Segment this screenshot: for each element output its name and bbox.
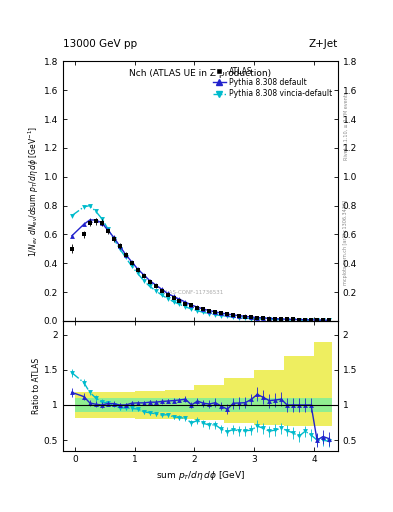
#00bbcc xyxy=(309,317,314,324)
#2222cc xyxy=(94,217,98,223)
#2222cc xyxy=(309,317,314,323)
#2222cc xyxy=(231,312,236,318)
#00bbcc xyxy=(189,306,194,312)
#2222cc xyxy=(118,243,122,249)
#2222cc xyxy=(291,316,296,323)
#2222cc xyxy=(213,309,218,315)
#00bbcc xyxy=(249,315,253,322)
#00bbcc xyxy=(231,314,236,320)
#2222cc xyxy=(225,311,230,317)
#2222cc xyxy=(255,314,260,321)
#00bbcc xyxy=(165,295,170,302)
#2222cc xyxy=(159,286,164,292)
#2222cc xyxy=(303,316,307,323)
#00bbcc xyxy=(171,298,176,305)
#00bbcc xyxy=(297,317,301,323)
#2222cc xyxy=(207,308,212,314)
#00bbcc xyxy=(87,202,92,208)
#2222cc xyxy=(135,266,140,272)
#00bbcc xyxy=(153,288,158,294)
#00bbcc xyxy=(195,308,200,314)
#2222cc xyxy=(81,221,86,227)
Text: Z+Jet: Z+Jet xyxy=(309,38,338,49)
Text: ATLAS-CONF-11736531: ATLAS-CONF-11736531 xyxy=(160,290,224,295)
#2222cc xyxy=(267,315,272,322)
#00bbcc xyxy=(70,212,74,219)
#00bbcc xyxy=(225,313,230,319)
#2222cc xyxy=(273,315,277,322)
#00bbcc xyxy=(243,315,248,321)
#2222cc xyxy=(105,227,110,233)
#2222cc xyxy=(237,313,242,319)
#00bbcc xyxy=(141,278,146,284)
#00bbcc xyxy=(267,316,272,323)
#00bbcc xyxy=(279,316,283,323)
#2222cc xyxy=(87,217,92,223)
#2222cc xyxy=(99,220,104,226)
#2222cc xyxy=(129,259,134,265)
#00bbcc xyxy=(99,216,104,222)
#00bbcc xyxy=(183,304,188,310)
#2222cc xyxy=(123,251,128,258)
Line: #2222cc: #2222cc xyxy=(70,218,331,323)
#00bbcc xyxy=(81,204,86,210)
#00bbcc xyxy=(285,317,290,323)
Text: Rivet 3.1.10, ≥ 2.7M events: Rivet 3.1.10, ≥ 2.7M events xyxy=(343,92,349,160)
#00bbcc xyxy=(177,301,182,307)
Y-axis label: Ratio to ATLAS: Ratio to ATLAS xyxy=(32,358,41,414)
#2222cc xyxy=(165,290,170,296)
#2222cc xyxy=(183,299,188,305)
#00bbcc xyxy=(303,317,307,323)
#00bbcc xyxy=(207,311,212,317)
Y-axis label: $1/N_{ev}$ $dN_{ev}/d$sum $p_T/d\eta\,d\phi$ $[\mathrm{GeV}^{-1}]$: $1/N_{ev}$ $dN_{ev}/d$sum $p_T/d\eta\,d\… xyxy=(26,125,41,257)
#00bbcc xyxy=(291,317,296,323)
#00bbcc xyxy=(213,312,218,318)
#00bbcc xyxy=(273,316,277,323)
#2222cc xyxy=(201,306,206,312)
#2222cc xyxy=(219,310,224,316)
#2222cc xyxy=(189,302,194,308)
#00bbcc xyxy=(111,236,116,242)
#00bbcc xyxy=(261,316,266,322)
Text: mcplots.cern.ch [arXiv:1306.3436]: mcplots.cern.ch [arXiv:1306.3436] xyxy=(343,201,349,286)
#2222cc xyxy=(315,317,320,323)
#2222cc xyxy=(243,313,248,319)
#2222cc xyxy=(147,278,152,284)
#2222cc xyxy=(141,272,146,278)
#2222cc xyxy=(153,282,158,288)
#00bbcc xyxy=(327,317,331,324)
#2222cc xyxy=(195,304,200,310)
Legend: ATLAS, Pythia 8.308 default, Pythia 8.308 vincia-default: ATLAS, Pythia 8.308 default, Pythia 8.30… xyxy=(211,65,334,100)
#00bbcc xyxy=(201,309,206,315)
#00bbcc xyxy=(315,317,320,324)
#00bbcc xyxy=(123,254,128,261)
#2222cc xyxy=(70,233,74,239)
Text: Nch (ATLAS UE in Z production): Nch (ATLAS UE in Z production) xyxy=(129,69,272,78)
#00bbcc xyxy=(94,208,98,215)
#2222cc xyxy=(177,296,182,302)
#2222cc xyxy=(327,317,331,324)
#2222cc xyxy=(261,315,266,321)
#2222cc xyxy=(285,316,290,323)
#00bbcc xyxy=(118,246,122,252)
#2222cc xyxy=(279,316,283,322)
#00bbcc xyxy=(135,270,140,276)
#2222cc xyxy=(297,316,301,323)
#2222cc xyxy=(111,234,116,240)
Text: 13000 GeV pp: 13000 GeV pp xyxy=(63,38,137,49)
#00bbcc xyxy=(105,226,110,232)
#2222cc xyxy=(249,314,253,320)
#00bbcc xyxy=(237,314,242,321)
#00bbcc xyxy=(129,263,134,269)
X-axis label: sum $p_T/d\eta\,d\phi$ [GeV]: sum $p_T/d\eta\,d\phi$ [GeV] xyxy=(156,468,245,482)
#2222cc xyxy=(321,317,325,323)
Line: #00bbcc: #00bbcc xyxy=(70,203,331,323)
#00bbcc xyxy=(219,313,224,319)
#00bbcc xyxy=(321,317,325,324)
#2222cc xyxy=(171,293,176,300)
#00bbcc xyxy=(159,292,164,298)
#00bbcc xyxy=(147,283,152,289)
#00bbcc xyxy=(255,316,260,322)
